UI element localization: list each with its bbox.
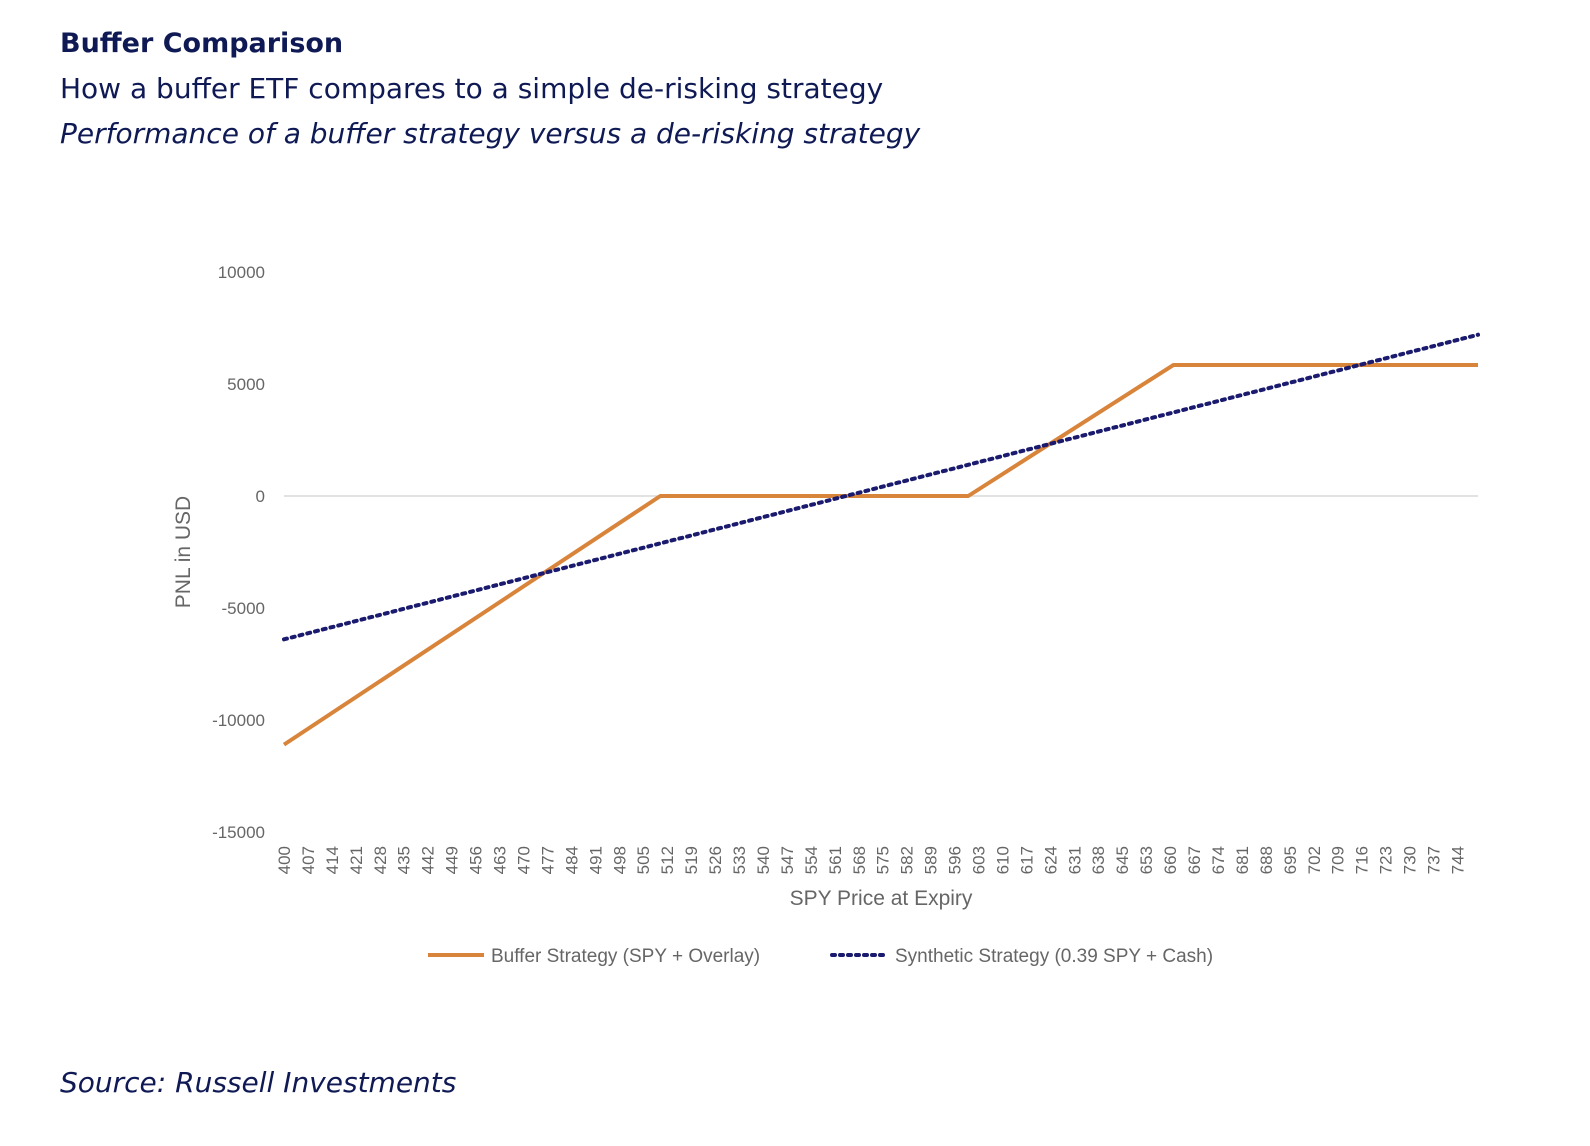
x-tick-label: 449 <box>443 846 462 874</box>
x-tick-label: 603 <box>970 846 989 874</box>
x-tick-label: 400 <box>275 846 294 874</box>
x-tick-label: 407 <box>299 846 318 874</box>
x-tick-label: 589 <box>922 846 941 874</box>
x-tick-label: 723 <box>1377 846 1396 874</box>
y-tick-label: 0 <box>256 487 265 506</box>
x-tick-label: 491 <box>586 846 605 874</box>
x-tick-label: 688 <box>1257 846 1276 874</box>
y-tick-label: -5000 <box>222 599 265 618</box>
x-tick-label: 653 <box>1137 846 1156 874</box>
x-tick-label: 631 <box>1065 846 1084 874</box>
x-tick-label: 660 <box>1161 846 1180 874</box>
x-tick-label: 610 <box>993 846 1012 874</box>
x-tick-label: 470 <box>514 846 533 874</box>
x-tick-label: 533 <box>730 846 749 874</box>
x-axis-ticks: 400 407 414 421 428 435 442 449 456 463 470 477 484 4… <box>275 846 1467 874</box>
x-tick-label: 575 <box>874 846 893 874</box>
x-tick-label: 617 <box>1017 846 1036 874</box>
source-note: Source: Russell Investments <box>60 1066 457 1099</box>
legend-label-buffer: Buffer Strategy (SPY + Overlay) <box>491 946 760 967</box>
x-axis-label: SPY Price at Expiry <box>790 887 973 910</box>
y-tick-label: 10000 <box>218 263 265 282</box>
x-tick-label: 744 <box>1448 846 1467 874</box>
legend-label-synthetic: Synthetic Strategy (0.39 SPY + Cash) <box>895 946 1213 967</box>
x-tick-label: 554 <box>802 846 821 874</box>
x-tick-label: 638 <box>1089 846 1108 874</box>
x-tick-label: 709 <box>1329 846 1348 874</box>
x-tick-label: 435 <box>395 846 414 874</box>
x-tick-label: 730 <box>1401 846 1420 874</box>
buffer-strategy-line <box>282 362 1478 747</box>
x-tick-label: 695 <box>1281 846 1300 874</box>
synthetic-strategy-line <box>282 332 1480 642</box>
chart-subtitle: How a buffer ETF compares to a simple de… <box>60 72 884 105</box>
y-axis-label: PNL in USD <box>172 496 195 608</box>
x-tick-label: 484 <box>562 846 581 874</box>
x-tick-label: 519 <box>682 846 701 874</box>
x-tick-label: 547 <box>778 846 797 874</box>
x-tick-label: 667 <box>1185 846 1204 874</box>
x-tick-label: 477 <box>538 846 557 874</box>
y-tick-label: -15000 <box>212 823 265 842</box>
x-tick-label: 582 <box>898 846 917 874</box>
chart-title: Buffer Comparison <box>60 28 344 59</box>
y-tick-label: -10000 <box>212 711 265 730</box>
series-layer <box>282 332 1480 747</box>
x-tick-label: 414 <box>323 846 342 874</box>
chart-subtitle-italic: Performance of a buffer strategy versus … <box>60 117 921 150</box>
x-tick-label: 463 <box>491 846 510 874</box>
x-tick-label: 456 <box>467 846 486 874</box>
y-tick-label: 5000 <box>227 375 265 394</box>
x-tick-label: 716 <box>1353 846 1372 874</box>
x-tick-label: 442 <box>419 846 438 874</box>
x-tick-label: 421 <box>347 846 366 874</box>
x-tick-label: 624 <box>1041 846 1060 874</box>
x-tick-label: 681 <box>1233 846 1252 874</box>
x-tick-label: 561 <box>826 846 845 874</box>
x-tick-label: 596 <box>946 846 965 874</box>
x-tick-label: 512 <box>658 846 677 874</box>
x-tick-label: 674 <box>1209 846 1228 874</box>
x-tick-label: 737 <box>1425 846 1444 874</box>
x-tick-label: 428 <box>371 846 390 874</box>
legend: Buffer Strategy (SPY + Overlay) Synthetic… <box>428 946 1213 967</box>
x-tick-label: 540 <box>754 846 773 874</box>
x-tick-label: 568 <box>850 846 869 874</box>
x-tick-label: 702 <box>1305 846 1324 874</box>
y-axis-ticks: 10000 5000 0 -5000 -10000 -15000 <box>212 263 265 842</box>
x-tick-label: 498 <box>610 846 629 874</box>
x-tick-label: 526 <box>706 846 725 874</box>
x-tick-label: 505 <box>634 846 653 874</box>
x-tick-label: 645 <box>1113 846 1132 874</box>
